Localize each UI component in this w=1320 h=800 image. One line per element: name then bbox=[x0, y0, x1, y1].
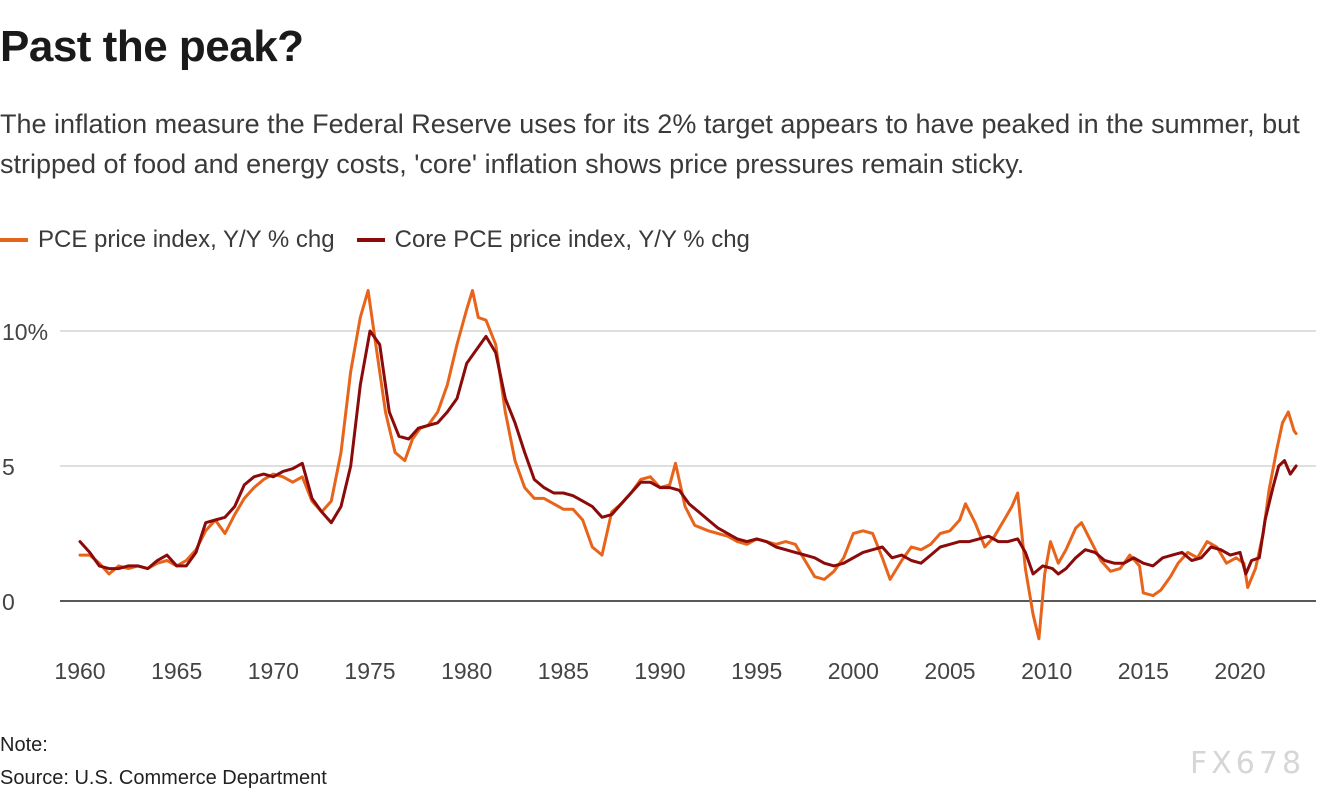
line-chart: 0 5 10% 1960 1965 1970 1975 1980 1985 1990 1995 20… bbox=[2, 289, 1316, 684]
legend-swatch-core bbox=[356, 238, 385, 242]
x-tick-label: 1990 bbox=[634, 658, 685, 684]
x-tick-label: 2020 bbox=[1214, 658, 1265, 684]
series-lines bbox=[78, 289, 1298, 641]
x-tick-label: 1960 bbox=[54, 658, 105, 684]
x-tick-label: 1995 bbox=[731, 658, 782, 684]
y-tick-label: 5 bbox=[2, 454, 15, 480]
x-tick-label: 1970 bbox=[248, 658, 299, 684]
y-tick-label: 0 bbox=[2, 589, 15, 615]
gridlines bbox=[60, 330, 1316, 602]
y-tick-label: 10% bbox=[2, 319, 48, 345]
x-tick-label: 2000 bbox=[828, 658, 879, 684]
y-axis-tick-labels: 0 5 10% bbox=[2, 319, 48, 615]
x-axis-tick-labels: 1960 1965 1970 1975 1980 1985 1990 1995 2000 2005… bbox=[54, 658, 1265, 684]
x-tick-label: 1985 bbox=[538, 658, 589, 684]
legend-label-core: Core PCE price index, Y/Y % chg bbox=[394, 226, 750, 253]
x-tick-label: 2010 bbox=[1021, 658, 1072, 684]
series-line-core-pce bbox=[78, 329, 1298, 576]
legend-swatch-pce bbox=[0, 238, 28, 242]
watermark: FX678 bbox=[1190, 746, 1306, 781]
legend: PCE price index, Y/Y % chg Core PCE pric… bbox=[0, 226, 772, 254]
x-tick-label: 1980 bbox=[441, 658, 492, 684]
x-tick-label: 2005 bbox=[924, 658, 975, 684]
legend-item-pce: PCE price index, Y/Y % chg bbox=[0, 226, 335, 254]
legend-item-core: Core PCE price index, Y/Y % chg bbox=[356, 226, 750, 254]
chart-title: Past the peak? bbox=[0, 22, 304, 71]
x-tick-label: 1975 bbox=[344, 658, 395, 684]
x-tick-label: 1965 bbox=[151, 658, 202, 684]
legend-label-pce: PCE price index, Y/Y % chg bbox=[38, 226, 335, 253]
x-tick-label: 2015 bbox=[1118, 658, 1169, 684]
chart-note: Note: bbox=[0, 734, 48, 756]
chart-source: Source: U.S. Commerce Department bbox=[0, 767, 327, 789]
chart-subtitle: The inflation measure the Federal Reserv… bbox=[0, 109, 1300, 179]
series-line-pce bbox=[78, 289, 1298, 641]
